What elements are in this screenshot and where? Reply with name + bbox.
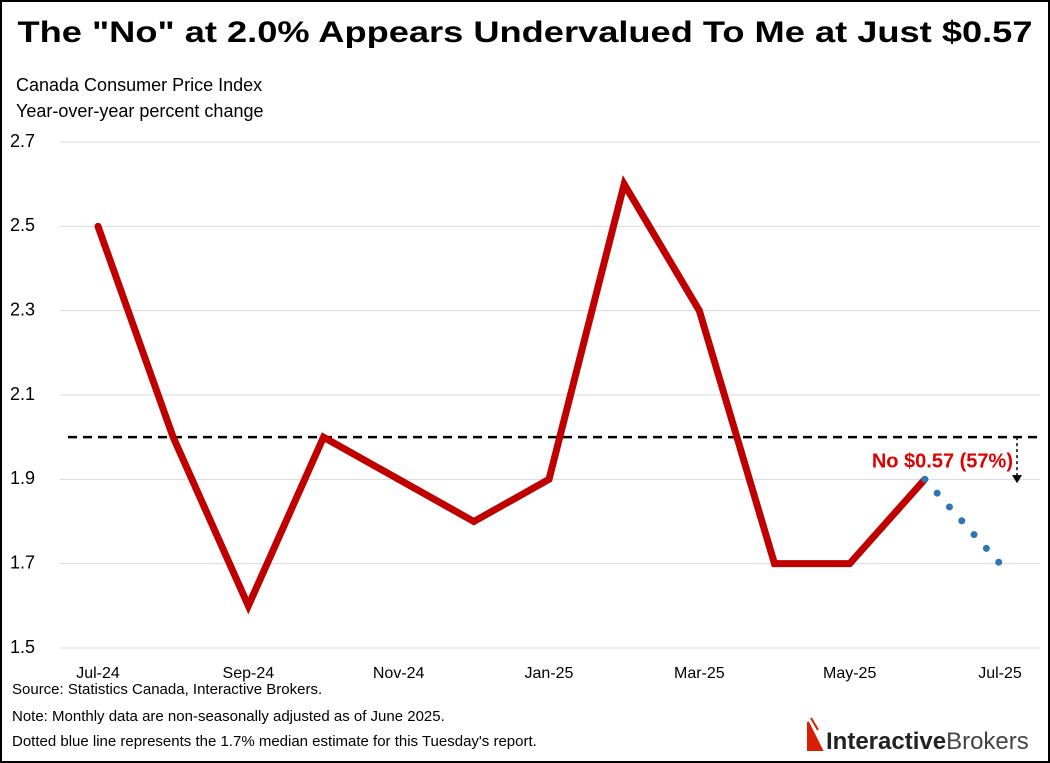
y-tick-label: 2.3 bbox=[10, 299, 35, 319]
y-tick-label: 2.7 bbox=[10, 131, 35, 151]
x-tick-label: Sep-24 bbox=[223, 665, 275, 682]
annotation: No $0.57 (57%) bbox=[872, 450, 1013, 472]
logo-light: Brokers bbox=[946, 728, 1029, 755]
chart-title: The "No" at 2.0% Appears Undervalued To … bbox=[18, 16, 1033, 49]
logo-bold: Interactive bbox=[826, 728, 946, 755]
x-tick-label: May-25 bbox=[823, 665, 876, 682]
subtitle: Year-over-year percent change bbox=[16, 101, 263, 121]
y-tick-label: 2.5 bbox=[10, 215, 35, 235]
arrow-head bbox=[1012, 475, 1022, 484]
y-tick-label: 2.1 bbox=[10, 384, 35, 404]
estimate-line bbox=[921, 475, 1004, 568]
note: Dotted blue line represents the 1.7% med… bbox=[12, 733, 537, 750]
data-line bbox=[94, 175, 929, 615]
subtitle: Canada Consumer Price Index bbox=[16, 75, 262, 95]
x-tick-label: Nov-24 bbox=[373, 665, 425, 682]
y-tick-label: 1.7 bbox=[10, 552, 35, 572]
x-tick-label: Mar-25 bbox=[674, 665, 725, 682]
note: Note: Monthly data are non-seasonally ad… bbox=[12, 708, 445, 725]
x-tick-label: Jan-25 bbox=[525, 665, 574, 682]
logo: InteractiveBrokers bbox=[826, 728, 1029, 755]
logo-icon bbox=[807, 717, 824, 751]
y-tick-label: 1.5 bbox=[10, 637, 35, 657]
x-tick-label: Jul-25 bbox=[978, 665, 1022, 682]
x-tick-label: Jul-24 bbox=[76, 665, 120, 682]
y-tick-label: 1.9 bbox=[10, 468, 35, 488]
note: Source: Statistics Canada, Interactive B… bbox=[12, 681, 322, 698]
